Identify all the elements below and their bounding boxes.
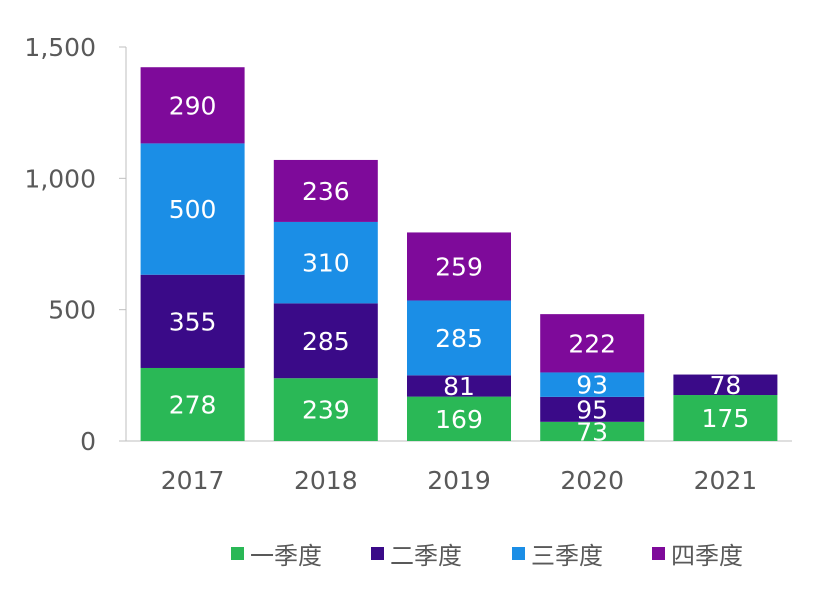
bar-segment	[140, 67, 245, 144]
data-label: 81	[443, 372, 475, 401]
bar-segment	[540, 314, 645, 373]
legend-item: 二季度	[371, 533, 462, 573]
bar-segment	[407, 300, 511, 376]
legend-item: 三季度	[512, 533, 603, 573]
data-label: 285	[302, 327, 350, 356]
y-axis: 0 500 1,000 1,500	[24, 33, 127, 456]
x-axis: 2017 2018 2019 2020 2021	[126, 440, 792, 495]
bar-segment	[673, 374, 778, 396]
data-label: 93	[576, 371, 608, 400]
bar-segment	[407, 396, 511, 441]
legend-swatch	[231, 546, 244, 560]
data-label: 236	[302, 177, 350, 206]
bar-segment	[273, 159, 378, 222]
legend-item: 四季度	[652, 533, 743, 573]
legend: 一季度 二季度 三季度 四季度	[0, 533, 819, 573]
bar-segment	[140, 143, 245, 275]
stacked-bar-chart: 0 500 1,000 1,500 2017 2018 2019 2020 2021 278 3…	[24, 33, 792, 495]
legend-swatch	[371, 546, 384, 560]
x-tick-label: 2020	[560, 466, 624, 495]
bars-group	[140, 67, 778, 441]
legend-label: 三季度	[531, 541, 603, 570]
legend-swatch	[512, 546, 525, 560]
bar-segment	[273, 303, 378, 379]
bar-segment	[540, 372, 645, 397]
bar-segment	[673, 395, 778, 441]
data-label: 239	[302, 396, 350, 425]
y-tick-label: 1,000	[24, 164, 96, 193]
bar-segment	[407, 232, 511, 301]
legend-swatch	[652, 546, 665, 560]
data-label: 355	[169, 307, 217, 336]
data-label: 310	[302, 249, 350, 278]
x-tick-label: 2019	[427, 466, 491, 495]
data-label: 175	[702, 404, 750, 433]
bar-segment	[407, 375, 511, 397]
bar-segment	[273, 378, 378, 441]
y-tick-label: 0	[80, 427, 96, 456]
legend-item: 一季度	[231, 533, 322, 573]
data-label: 73	[576, 417, 608, 446]
data-label: 500	[169, 195, 217, 224]
data-label: 222	[568, 329, 616, 358]
legend-label: 四季度	[671, 541, 743, 570]
bar-segment	[273, 221, 378, 304]
data-label: 95	[576, 395, 608, 424]
data-label: 78	[709, 371, 741, 400]
data-label: 290	[169, 91, 217, 120]
y-tick-label: 1,500	[24, 33, 96, 62]
x-tick-label: 2021	[694, 466, 758, 495]
data-label: 169	[435, 405, 483, 434]
x-tick-label: 2018	[294, 466, 358, 495]
data-label: 285	[435, 324, 483, 353]
x-tick-label: 2017	[161, 466, 225, 495]
legend-label: 二季度	[390, 541, 462, 570]
y-tick-label: 500	[48, 296, 96, 325]
bar-segment	[540, 421, 645, 441]
bar-segment	[540, 396, 645, 422]
data-label: 278	[169, 390, 217, 419]
data-labels-group: 278 355 500 290 239 285 310 236 169 81 285 259 73959…	[169, 91, 750, 446]
data-label: 259	[435, 252, 483, 281]
bar-segment	[140, 274, 245, 368]
legend-label: 一季度	[250, 541, 322, 570]
bar-segment	[140, 367, 245, 441]
